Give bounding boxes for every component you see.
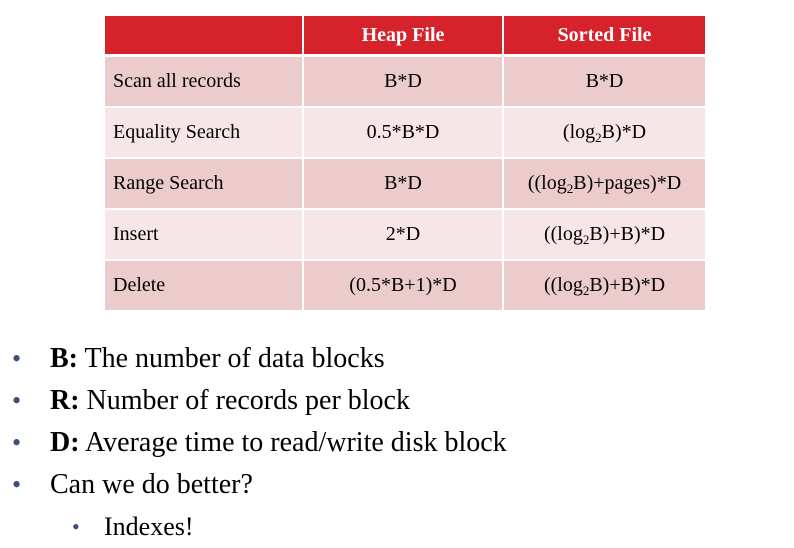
sorted-cost-cell: (log2B)*D: [502, 106, 705, 158]
bullet-text: The number of data blocks: [78, 343, 385, 374]
sorted-cost-cell: ((log2B)+B)*D: [502, 208, 705, 260]
header-operation: [105, 16, 303, 57]
bullet-text: Average time to read/write disk block: [79, 427, 507, 458]
bullet-list: • B: The number of data blocks • R: Number…: [0, 338, 507, 548]
bullet-term: D:: [50, 427, 80, 458]
bullet-text: Number of records per block: [79, 385, 410, 416]
bullet-item-b: • B: The number of data blocks: [0, 338, 507, 380]
sorted-cost-cell: ((log2B)+pages)*D: [502, 157, 705, 209]
sorted-cost-cell: ((log2B)+B)*D: [502, 259, 705, 310]
bullet-dot-icon: •: [12, 428, 22, 457]
cost-comparison-table: Heap File Sorted File Scan all records B…: [105, 16, 705, 310]
operation-cell: Range Search: [105, 157, 303, 209]
bullet-item-question: • Can we do better?: [0, 464, 507, 506]
table-row: Equality Search 0.5*B*D (log2B)*D: [105, 106, 705, 158]
bullet-dot-icon: •: [12, 470, 22, 499]
heap-cost-cell: (0.5*B+1)*D: [302, 259, 503, 310]
bullet-dot-icon: •: [12, 344, 22, 373]
header-heap-file: Heap File: [302, 16, 503, 57]
table-row: Scan all records B*D B*D: [105, 54, 705, 107]
heap-cost-cell: B*D: [302, 157, 503, 209]
heap-cost-cell: 0.5*B*D: [302, 106, 503, 158]
header-sorted-file: Sorted File: [502, 16, 705, 57]
bullet-dot-icon: •: [12, 386, 22, 415]
bullet-item-r: • R: Number of records per block: [0, 380, 507, 422]
bullet-item-d: • D: Average time to read/write disk bloc…: [0, 422, 507, 464]
operation-cell: Delete: [105, 259, 303, 310]
operation-cell: Equality Search: [105, 106, 303, 158]
operation-cell: Insert: [105, 208, 303, 260]
bullet-text: Indexes!: [104, 512, 194, 541]
heap-cost-cell: B*D: [302, 54, 503, 107]
table-row: Range Search B*D ((log2B)+pages)*D: [105, 157, 705, 209]
bullet-term: B:: [50, 343, 78, 374]
operation-cell: Scan all records: [105, 54, 303, 107]
table-header-row: Heap File Sorted File: [105, 16, 705, 57]
sub-bullet-item: • Indexes!: [0, 506, 507, 548]
sorted-cost-cell: B*D: [502, 54, 705, 107]
bullet-dot-icon: •: [72, 514, 80, 539]
heap-cost-cell: 2*D: [302, 208, 503, 260]
table-row: Delete (0.5*B+1)*D ((log2B)+B)*D: [105, 259, 705, 310]
bullet-term: R:: [50, 385, 80, 416]
table-row: Insert 2*D ((log2B)+B)*D: [105, 208, 705, 260]
bullet-text: Can we do better?: [50, 469, 253, 500]
